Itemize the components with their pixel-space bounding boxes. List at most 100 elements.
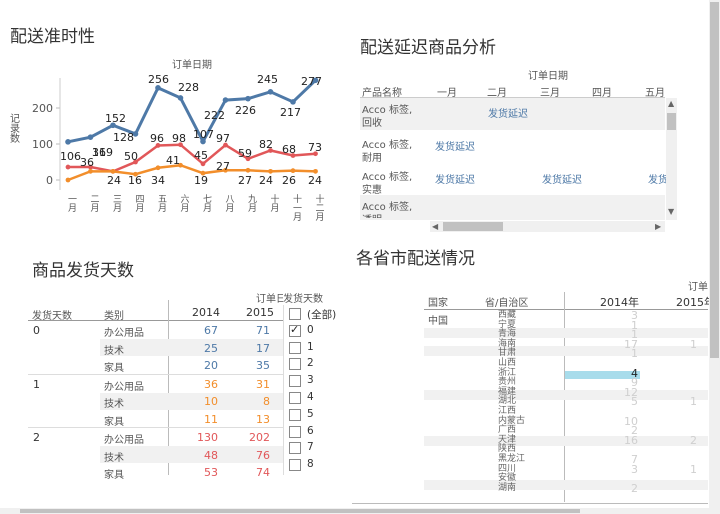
data-label: 107 xyxy=(193,128,214,141)
province-value-2014[interactable]: 12 xyxy=(624,385,638,399)
delay-vscroll-track[interactable] xyxy=(666,98,677,220)
ship-day-label: 0 xyxy=(33,324,40,337)
delay-mark[interactable]: 发货延迟 xyxy=(435,175,475,186)
scroll-right-icon[interactable]: ▶ xyxy=(655,222,662,231)
checkbox-icon[interactable] xyxy=(289,341,301,354)
province-highlight-bar[interactable] xyxy=(565,371,640,379)
ship-value-2014[interactable]: 20 xyxy=(204,359,218,372)
province-value-2014[interactable]: 2 xyxy=(631,481,638,495)
data-point xyxy=(177,95,184,101)
filter-option-label: 7 xyxy=(307,441,314,454)
product-name-cont: 透明 xyxy=(362,211,382,218)
ship-value-2014[interactable]: 11 xyxy=(204,412,218,426)
province-value-2014[interactable]: 1 xyxy=(631,328,638,342)
ship-value-2014[interactable]: 67 xyxy=(204,324,218,337)
ship-value-2015[interactable]: 74 xyxy=(256,466,270,479)
checkbox-icon[interactable] xyxy=(289,308,301,320)
delay-mark[interactable]: 发货延迟 xyxy=(542,175,582,186)
data-point xyxy=(268,148,273,153)
province-value-2014[interactable]: 9 xyxy=(631,376,638,390)
ship-value-2014[interactable]: 53 xyxy=(204,466,218,479)
data-label: 106 xyxy=(60,150,81,163)
ship-header-category: 类别 xyxy=(104,311,124,322)
province-value-2015[interactable]: 2 xyxy=(690,433,697,447)
filter-title: 发货天数 xyxy=(283,290,323,305)
delay-top-label: 订单日期 xyxy=(528,71,568,82)
checkbox-icon[interactable] xyxy=(289,358,301,371)
ship-value-2015[interactable]: 35 xyxy=(256,359,270,372)
delay-mark[interactable]: 发货延迟 xyxy=(488,109,528,120)
delay-mark[interactable]: 发货延迟 xyxy=(435,142,475,153)
ship-value-2014[interactable]: 48 xyxy=(204,448,218,462)
delivery-punctuality-title: 配送准时性 xyxy=(10,27,95,47)
page-hscroll-thumb[interactable] xyxy=(20,509,580,513)
checkbox-checked-icon[interactable]: ✓ xyxy=(289,322,301,337)
ship-days-title: 商品发货天数 xyxy=(32,261,134,281)
province-value-2014[interactable]: 17 xyxy=(624,337,638,351)
province-value-2014[interactable]: 7 xyxy=(631,453,638,466)
data-point xyxy=(313,168,318,174)
page-vscroll-thumb[interactable] xyxy=(710,2,719,358)
province-value-2015[interactable]: 1 xyxy=(690,462,697,476)
ship-value-2015[interactable]: 31 xyxy=(256,377,270,391)
province-top-label: 订单 xyxy=(688,282,708,293)
province-row-stripe xyxy=(424,328,708,338)
data-point xyxy=(223,142,228,148)
province-name: 福建 xyxy=(498,386,517,397)
delay-row-stripe xyxy=(360,98,665,130)
province-value-2014[interactable]: 3 xyxy=(631,462,638,476)
delay-row[interactable]: Acco 标签, 透明 xyxy=(360,198,430,218)
province-row-stripe xyxy=(424,390,708,400)
ship-value-2014[interactable]: 25 xyxy=(204,341,218,355)
ship-value-2015[interactable]: 71 xyxy=(256,324,270,337)
delay-hscroll-track[interactable] xyxy=(430,221,665,232)
province-value-2014[interactable]: 16 xyxy=(624,433,638,447)
ship-value-2014[interactable]: 36 xyxy=(204,377,218,391)
data-label: 24 xyxy=(259,174,273,187)
province-name: 甘肃 xyxy=(498,348,517,359)
province-value-2014[interactable]: 3 xyxy=(631,309,638,322)
checkbox-icon[interactable] xyxy=(289,408,301,421)
province-value-2014[interactable]: 4 xyxy=(631,366,638,380)
province-value-2014[interactable]: 1 xyxy=(631,318,638,332)
province-value-2014[interactable]: 10 xyxy=(624,414,638,428)
data-label: 34 xyxy=(151,174,165,187)
ship-group-line xyxy=(28,374,283,375)
checkbox-icon[interactable] xyxy=(289,442,301,455)
data-point xyxy=(313,151,318,157)
delay-vscroll-thumb[interactable] xyxy=(667,113,676,130)
province-name: 广西 xyxy=(498,425,517,436)
data-point xyxy=(200,161,206,167)
data-point xyxy=(133,159,138,165)
delay-hscroll-thumb[interactable] xyxy=(443,222,503,231)
delay-mark[interactable]: 发货 xyxy=(648,175,668,186)
scroll-up-icon[interactable]: ▲ xyxy=(668,99,675,108)
delay-month-5: 五月 xyxy=(645,88,665,99)
province-value-2015[interactable]: 1 xyxy=(690,337,697,351)
checkbox-icon[interactable] xyxy=(289,392,301,404)
ship-value-2015[interactable]: 8 xyxy=(263,395,270,408)
ship-value-2015[interactable]: 76 xyxy=(256,448,270,462)
scroll-left-icon[interactable]: ◀ xyxy=(432,222,439,231)
province-header-2015: 2015年 xyxy=(676,296,715,309)
ship-value-2014[interactable]: 130 xyxy=(197,431,218,444)
province-value-2015[interactable]: 1 xyxy=(690,395,697,409)
province-value-2014[interactable]: 1 xyxy=(631,347,638,361)
province-value-2014[interactable]: 2 xyxy=(631,424,638,438)
scroll-down-icon[interactable]: ▼ xyxy=(668,207,675,216)
ship-value-2014[interactable]: 10 xyxy=(204,395,218,408)
checkbox-icon[interactable] xyxy=(289,459,301,472)
ship-value-2015[interactable]: 17 xyxy=(256,341,270,355)
product-name-cont: 回收 xyxy=(362,118,382,129)
ship-value-2015[interactable]: 202 xyxy=(249,431,270,444)
ship-value-2015[interactable]: 13 xyxy=(256,412,270,426)
checkbox-icon[interactable] xyxy=(289,375,301,388)
data-label: 41 xyxy=(166,154,180,167)
data-label: 128 xyxy=(113,131,134,144)
filter-option-label: 0 xyxy=(307,323,314,336)
data-point xyxy=(200,138,206,145)
data-label: 24 xyxy=(308,174,322,187)
delivery-line-chart[interactable]: 200 100 0 106 119 152 128 256 228 107 222 226 245 217… xyxy=(0,0,340,240)
checkbox-icon[interactable] xyxy=(289,425,301,438)
province-value-2014[interactable]: 5 xyxy=(631,395,638,409)
